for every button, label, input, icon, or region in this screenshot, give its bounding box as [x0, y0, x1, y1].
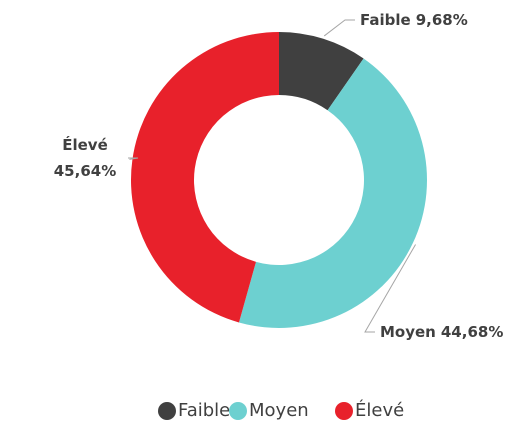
- label-name: Moyen: [380, 323, 436, 341]
- label-value: 45,64%: [54, 162, 116, 180]
- label-name: Faible: [360, 11, 411, 29]
- data-label: Moyen 44,68%: [380, 323, 503, 341]
- slice: [238, 58, 428, 329]
- data-label: Faible 9,68%: [360, 11, 468, 29]
- legend-label: Faible: [178, 400, 230, 421]
- label-name: Élevé: [62, 135, 108, 154]
- leader-line: [323, 19, 355, 37]
- legend-marker: [158, 402, 176, 420]
- legend-label: Moyen: [249, 400, 309, 421]
- label-value: 44,68%: [441, 323, 503, 341]
- leader-line: [128, 157, 139, 160]
- legend-marker: [229, 402, 247, 420]
- data-label: Élevé 45,64%: [54, 135, 116, 180]
- label-value: 9,68%: [416, 11, 468, 29]
- legend-label: Élevé: [355, 399, 404, 421]
- leader-line: [364, 244, 416, 333]
- slice: [279, 32, 364, 111]
- slice: [130, 32, 279, 323]
- legend-marker: [335, 402, 353, 420]
